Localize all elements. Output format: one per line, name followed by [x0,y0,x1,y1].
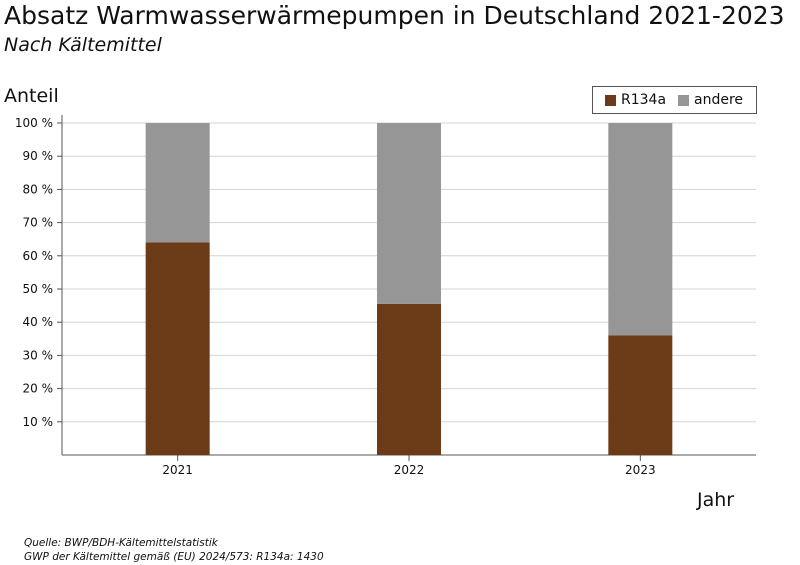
x-tick-label: 2022 [394,463,425,477]
chart-title: Absatz Warmwasserwärmepumpen in Deutschl… [4,1,785,30]
y-axis-label: Anteil [4,85,59,107]
bar-r134a-2021 [145,242,210,455]
y-tick-label: 100 % [15,116,53,130]
legend-label-andere: andere [694,92,744,108]
bar-r134a-2022 [377,303,441,455]
bar-r134a-2023 [608,335,673,455]
legend-swatch-r134a [605,94,616,106]
chart-subtitle: Nach Kältemittel [4,34,162,56]
y-tick-label: 40 % [23,315,54,329]
y-tick-label: 10 % [23,415,54,429]
legend-label-r134a: R134a [621,92,667,108]
legend-item-r134a: R134a [605,92,666,108]
bar-andere-2021 [145,123,210,243]
y-tick-label: 80 % [23,182,54,196]
source-note: Quelle: BWP/BDH-Kältemittelstatistik [24,537,218,549]
y-tick-label: 50 % [23,282,54,296]
y-tick-label: 90 % [23,149,54,163]
y-tick-label: 20 % [23,382,54,396]
chart-legend: R134a andere [592,86,757,114]
x-axis-label: Jahr [697,489,735,511]
y-tick-label: 60 % [23,249,54,263]
x-tick-label: 2023 [625,463,656,477]
y-tick-label: 30 % [23,348,54,362]
bar-andere-2023 [608,123,673,336]
legend-item-andere: andere [678,92,743,108]
legend-swatch-andere [678,94,690,106]
y-tick-label: 70 % [23,216,54,230]
bar-andere-2022 [377,123,441,304]
x-tick-label: 2021 [162,463,193,477]
gwp-note: GWP der Kältemittel gemäß (EU) 2024/573:… [24,551,324,563]
